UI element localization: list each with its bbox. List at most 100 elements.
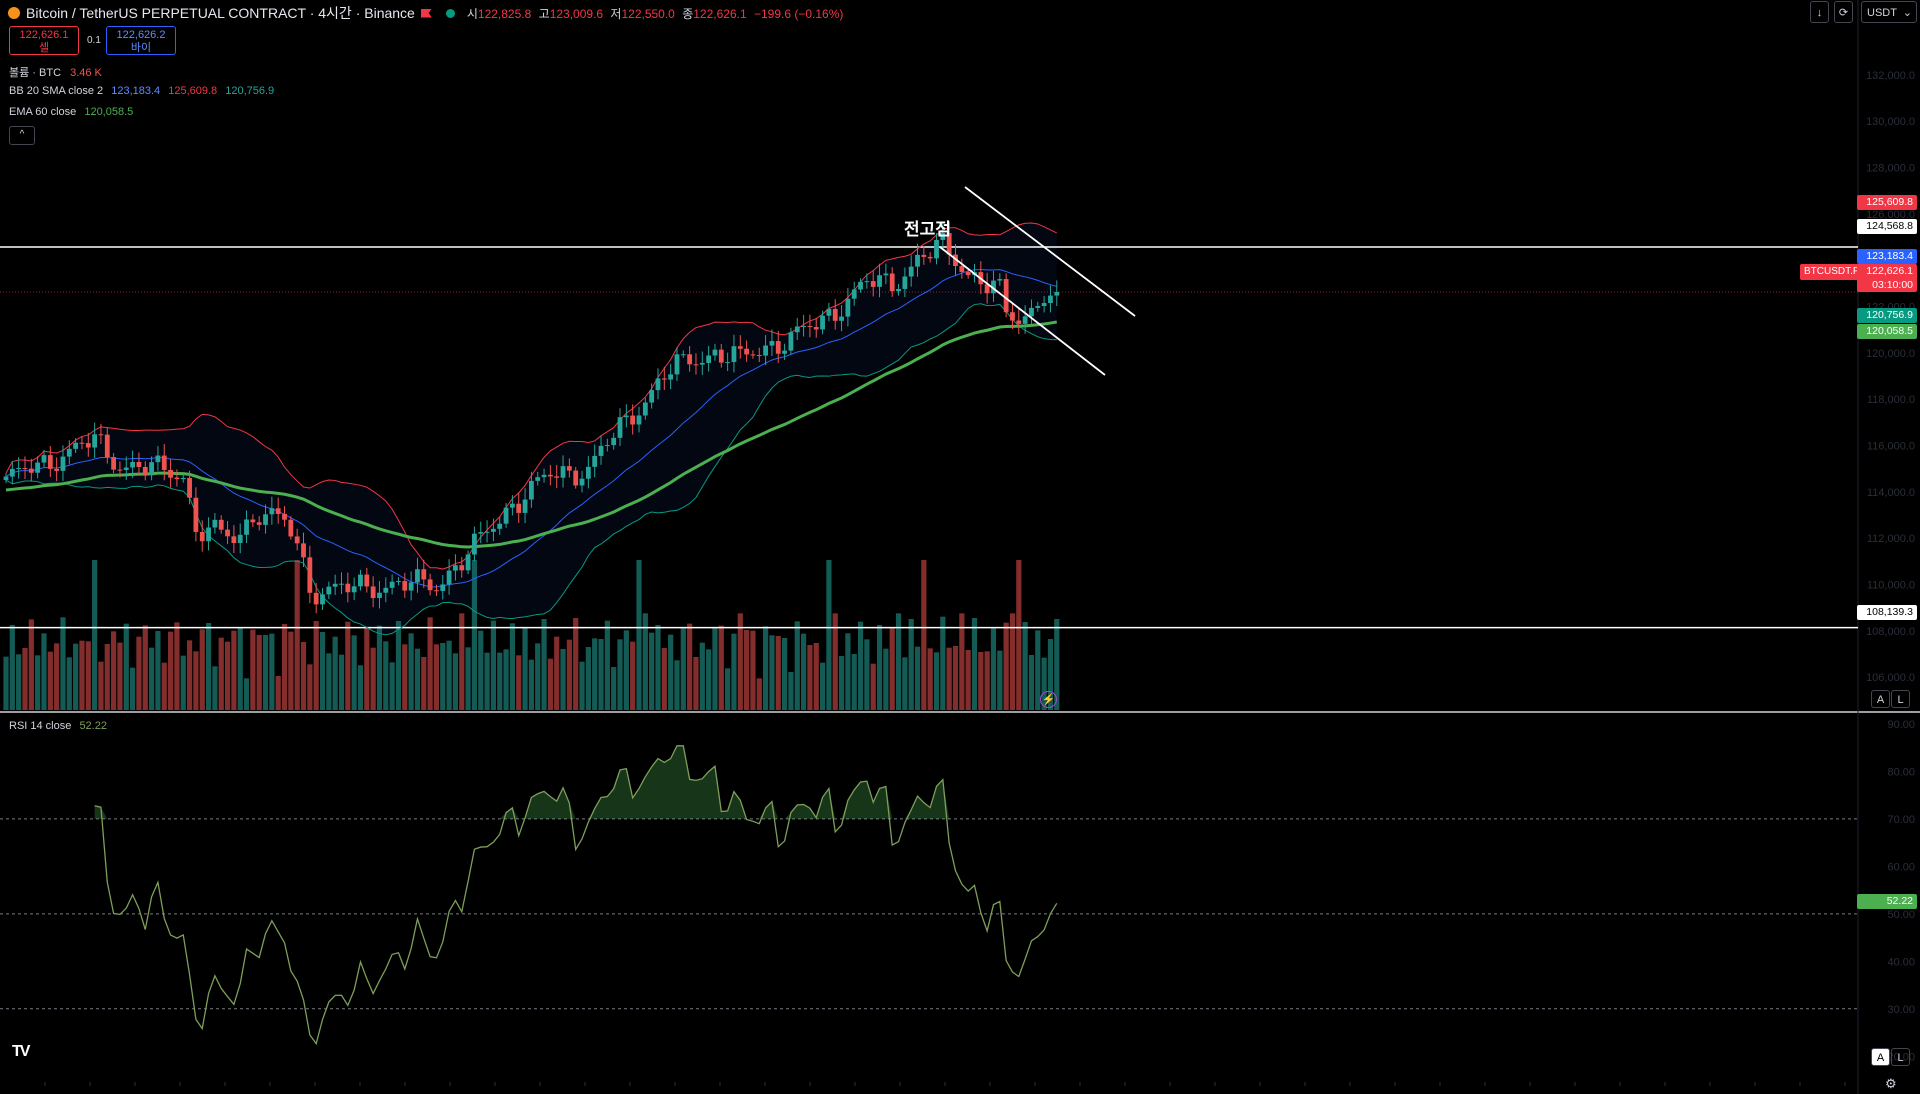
candle-body	[579, 478, 585, 486]
candle-body	[275, 508, 281, 514]
candle-body	[630, 415, 636, 425]
candle-body	[440, 584, 446, 591]
tradingview-logo-icon[interactable]: TV	[12, 1043, 31, 1060]
refresh-icon[interactable]: ⟳	[1834, 1, 1853, 23]
buy-button[interactable]: 122,626.2 바이	[106, 26, 176, 55]
candle-body	[60, 456, 66, 471]
bb-legend[interactable]: BB 20 SMA close 2 123,183.4 125,609.8 12…	[9, 85, 275, 97]
volume-bar	[35, 655, 41, 710]
volume-bar	[85, 641, 91, 710]
gear-icon[interactable]: ⚙	[1885, 1076, 1897, 1091]
download-icon[interactable]: ↓	[1810, 1, 1829, 23]
candle-body	[661, 378, 667, 380]
spread-value: 0.1	[87, 35, 101, 46]
volume-bar	[535, 643, 541, 710]
candle-body	[472, 533, 477, 555]
flag-icon[interactable]	[420, 8, 432, 18]
currency-select[interactable]: USDT ⌄	[1861, 1, 1917, 23]
annotation-label[interactable]: 전고점	[904, 220, 951, 239]
volume-bar	[927, 648, 933, 710]
candle-body	[889, 273, 895, 292]
log-scale-button-rsi[interactable]: L	[1891, 1048, 1910, 1066]
candle-body	[199, 531, 205, 542]
candle-body	[225, 529, 230, 537]
candle-body	[604, 445, 610, 447]
candle-body	[1041, 303, 1047, 306]
symbol-title[interactable]: Bitcoin / TetherUS PERPETUAL CONTRACT · …	[26, 5, 415, 21]
volume-bar	[79, 640, 85, 710]
candle-body	[598, 445, 604, 456]
candle-body	[313, 592, 319, 605]
volume-bar	[471, 560, 478, 710]
candle-body	[611, 437, 617, 446]
candle-body	[294, 536, 300, 544]
bb-lower-line	[5, 303, 1057, 636]
volume-bar	[1047, 639, 1054, 710]
candle-body	[187, 477, 192, 498]
volume-bar	[940, 616, 946, 710]
volume-bar	[566, 639, 572, 710]
volume-bar	[275, 676, 281, 710]
volume-bar	[883, 648, 889, 710]
candle-body	[1016, 320, 1022, 324]
collapse-legend-button[interactable]: ^	[9, 126, 35, 145]
candle-body	[750, 354, 756, 356]
candle-body	[915, 254, 920, 267]
candle-body	[180, 477, 186, 480]
ema-legend[interactable]: EMA 60 close 120,058.5	[9, 106, 134, 118]
candle-body	[149, 462, 154, 476]
volume-bar	[243, 678, 250, 710]
volume-bar	[224, 641, 231, 710]
volume-bar	[1028, 655, 1035, 710]
sell-button[interactable]: 122,626.1 셀	[9, 26, 79, 55]
candle-body	[573, 470, 579, 486]
auto-scale-button[interactable]: A	[1871, 690, 1890, 708]
candle-body	[687, 354, 693, 365]
lightning-icon[interactable]: ⚡	[1040, 691, 1057, 708]
volume-bar	[345, 621, 351, 710]
bb-basis-line	[5, 268, 1057, 588]
volume-bar	[459, 613, 465, 710]
volume-bar	[819, 662, 826, 710]
volume-bar	[902, 657, 908, 710]
volume-bar	[136, 636, 142, 710]
volume-bar	[636, 560, 642, 710]
volume-legend[interactable]: 볼륨 · BTC 3.46 K	[9, 67, 102, 79]
auto-scale-button-rsi[interactable]: A	[1871, 1048, 1890, 1066]
level-low-price-label: 108,139.3	[1857, 605, 1917, 620]
candle-body	[566, 466, 572, 471]
candle-body	[54, 468, 60, 471]
candle-body	[66, 448, 72, 457]
chart-header: Bitcoin / TetherUS PERPETUAL CONTRACT · …	[8, 3, 847, 23]
price-tick-label: 132,000.0	[1866, 70, 1915, 82]
candle-body	[193, 497, 199, 532]
volume-bar	[630, 641, 636, 710]
candle-body	[946, 233, 952, 255]
volume-bar	[389, 662, 395, 710]
volume-bar	[838, 656, 845, 710]
log-scale-button[interactable]: L	[1891, 690, 1910, 708]
volume-bar	[516, 655, 522, 710]
candle-body	[813, 327, 819, 330]
volume-bar	[250, 629, 256, 710]
candle-body	[415, 569, 420, 583]
volume-bar	[218, 637, 224, 710]
volume-bar	[528, 659, 534, 710]
rsi-legend[interactable]: RSI 14 close 52.22	[9, 720, 107, 732]
candle-body	[92, 434, 98, 448]
volume-bar	[674, 660, 680, 710]
candle-body	[1010, 312, 1015, 321]
volume-bar	[60, 617, 66, 710]
candle-body	[535, 477, 541, 481]
volume-bar	[186, 640, 193, 710]
rsi-overbought-fill	[94, 745, 1057, 819]
candle-body	[402, 581, 408, 591]
volume-bar	[307, 664, 313, 710]
volume-bar	[497, 652, 503, 710]
candle-body	[864, 281, 870, 283]
volume-bar	[933, 652, 940, 710]
volume-bar	[167, 631, 174, 710]
candle-body	[642, 402, 648, 416]
